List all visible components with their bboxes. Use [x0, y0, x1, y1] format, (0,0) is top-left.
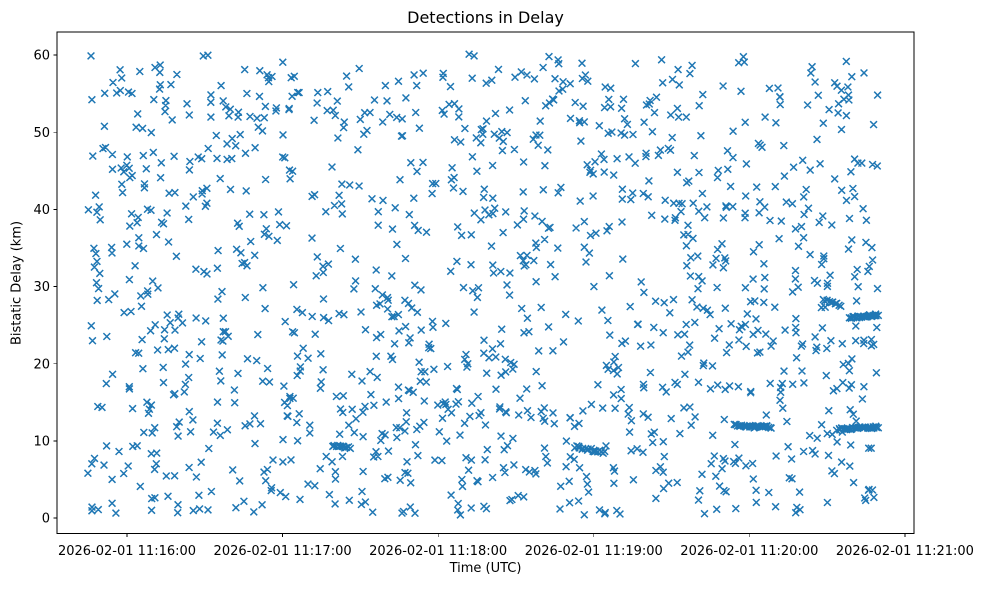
y-tick-label: 60	[33, 49, 50, 64]
x-tick-label: 2026-02-01 11:18:00	[369, 544, 507, 559]
y-axis-label: Bistatic Delay (km)	[9, 220, 25, 346]
y-tick-label: 10	[33, 434, 50, 449]
x-tick-label: 2026-02-01 11:21:00	[836, 544, 974, 559]
y-tick-label: 20	[33, 357, 50, 372]
y-tick-label: 0	[42, 512, 50, 527]
x-tick-label: 2026-02-01 11:20:00	[680, 544, 818, 559]
y-tick-label: 30	[33, 280, 50, 295]
x-tick-label: 2026-02-01 11:19:00	[525, 544, 663, 559]
scatter-points	[83, 50, 883, 519]
y-tick-label: 40	[33, 203, 50, 218]
chart-title: Detections in Delay	[407, 8, 564, 27]
x-tick-label: 2026-02-01 11:16:00	[58, 544, 196, 559]
x-tick-label: 2026-02-01 11:17:00	[214, 544, 352, 559]
x-axis-label: Time (UTC)	[449, 561, 522, 576]
y-tick-label: 50	[33, 126, 50, 141]
axes-box	[56, 31, 915, 534]
